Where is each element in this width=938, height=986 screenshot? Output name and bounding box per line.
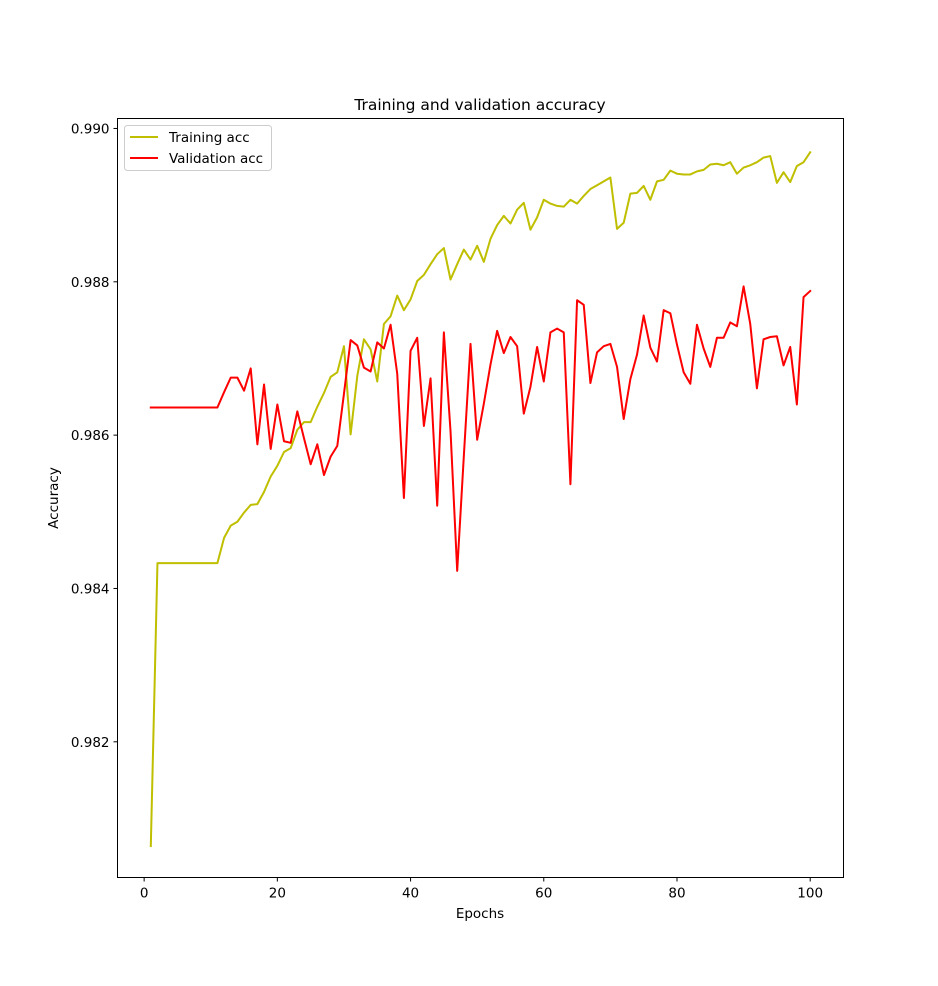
series-line-validation-acc [149, 285, 812, 572]
series-layer [149, 150, 812, 848]
x-tick-label: 100 [797, 886, 823, 902]
x-axis-label: Epochs [456, 906, 504, 922]
y-tick-label: 0.984 [71, 581, 110, 597]
x-tick-label: 0 [140, 886, 149, 902]
legend-entry-label: Training acc [168, 130, 250, 146]
y-tick-label: 0.982 [71, 735, 110, 751]
plot-area-frame [117, 118, 844, 878]
y-tick-label: 0.988 [71, 275, 110, 291]
legend-box [124, 125, 272, 171]
legend-entry-label: Validation acc [169, 151, 263, 167]
y-tick-label: 0.990 [71, 121, 110, 137]
y-tick-label: 0.986 [71, 428, 110, 444]
x-tick-label: 80 [668, 886, 685, 902]
x-tick-label: 60 [535, 886, 552, 902]
y-axis-label: Accuracy [46, 467, 62, 529]
series-line-training-acc [149, 150, 812, 848]
legend: Training acc Validation acc [124, 125, 272, 171]
x-tick-label: 40 [402, 886, 419, 902]
x-tick-label: 20 [269, 886, 286, 902]
chart-title: Training and validation accuracy [353, 96, 605, 114]
ticks-layer: 0 20 40 60 80 100 0.982 0.984 0.986 0.988 0.990 [71, 121, 823, 901]
